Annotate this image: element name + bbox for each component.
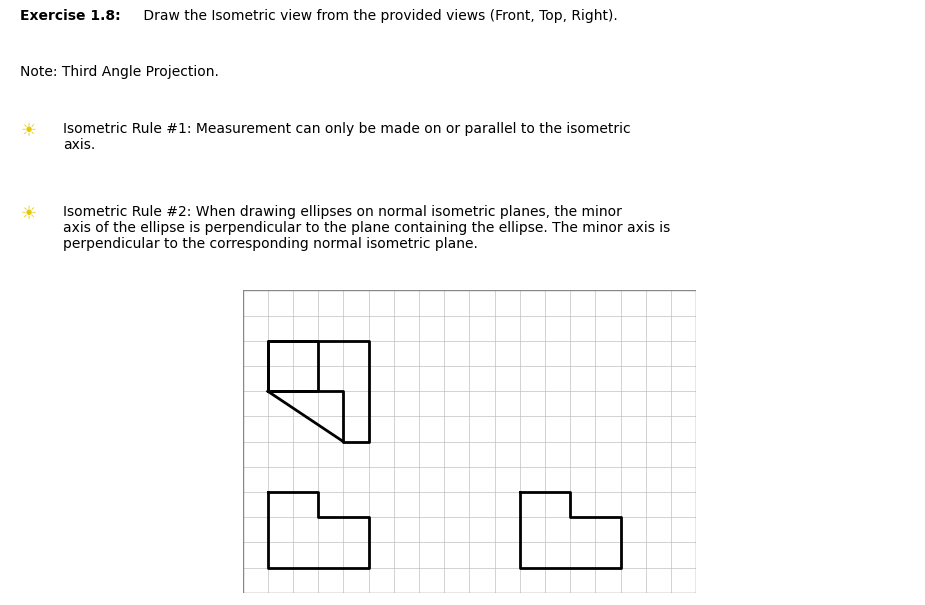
Text: Isometric Rule #2: When drawing ellipses on normal isometric planes, the minor
a: Isometric Rule #2: When drawing ellipses… bbox=[63, 204, 670, 251]
Text: Exercise 1.8:: Exercise 1.8: bbox=[20, 8, 121, 22]
Text: ☀: ☀ bbox=[20, 204, 36, 223]
Text: Note: Third Angle Projection.: Note: Third Angle Projection. bbox=[20, 65, 219, 79]
Text: Isometric Rule #1: Measurement can only be made on or parallel to the isometric
: Isometric Rule #1: Measurement can only … bbox=[63, 122, 631, 152]
Text: Draw the Isometric view from the provided views (Front, Top, Right).: Draw the Isometric view from the provide… bbox=[139, 8, 618, 22]
Text: ☀: ☀ bbox=[20, 122, 36, 140]
